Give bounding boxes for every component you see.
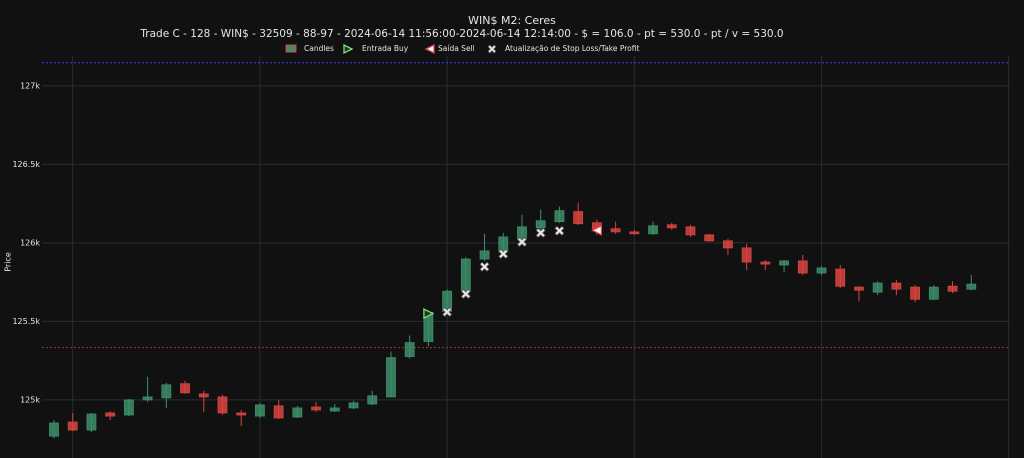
candle-body (928, 286, 939, 300)
candle-body (910, 286, 921, 300)
candle-body (460, 258, 471, 292)
y-tick-label: 127k (20, 81, 40, 90)
candle-body (872, 282, 883, 293)
candle-body (779, 260, 789, 266)
candle-body (255, 404, 265, 417)
candle-body (797, 260, 808, 274)
candle-body (479, 250, 490, 260)
candle-body (666, 224, 677, 229)
candle-body (142, 396, 153, 401)
candle-body (329, 407, 340, 412)
candle-body (891, 282, 902, 290)
candle-body (966, 283, 977, 290)
marker (498, 248, 509, 259)
candle-body (217, 396, 228, 414)
legend-label: Entrada Buy (362, 44, 409, 53)
candle-body (854, 286, 864, 291)
marker (590, 224, 603, 236)
candle-body (704, 234, 715, 242)
chart-subtitle: Trade C - 128 - WIN$ - 32509 - 88-97 - 2… (139, 28, 783, 40)
candle-body (311, 406, 321, 411)
candle-body (273, 405, 284, 419)
candle-body (535, 220, 546, 229)
legend-label: Saída Sell (438, 44, 475, 53)
marker (516, 236, 528, 247)
candle-body (610, 228, 621, 233)
legend-icon (285, 44, 297, 53)
candle-body (236, 412, 247, 416)
marker (554, 225, 565, 236)
y-tick-label: 126.5k (12, 160, 40, 169)
legend-icon (424, 43, 435, 55)
candle-body (741, 247, 752, 263)
candle-body (573, 211, 584, 225)
candle-body (198, 393, 209, 398)
candle-body (947, 285, 958, 292)
candle-body (648, 225, 658, 235)
legend-icon (487, 44, 497, 54)
legend-icon (343, 43, 354, 55)
candle-body (123, 399, 134, 416)
candle-body (554, 210, 565, 223)
candle-body (835, 268, 846, 287)
y-tick-label: 126k (20, 238, 40, 247)
chart-title: WIN$ M2: Ceres (468, 14, 556, 27)
marker (535, 227, 546, 238)
candle-body (292, 407, 303, 418)
candle-body (685, 226, 696, 236)
y-axis-label: Price (4, 252, 13, 272)
candle-body (404, 342, 415, 357)
legend-label: Candles (304, 44, 334, 53)
candle-body (760, 261, 771, 265)
candle-body (629, 231, 640, 235)
candle-body (180, 383, 190, 394)
marker (423, 307, 435, 320)
legend-label: Atualização de Stop Loss/Take Profit (505, 44, 639, 53)
candle-body (517, 226, 527, 240)
marker (442, 306, 453, 318)
candle-body (367, 395, 378, 405)
candle-body (86, 413, 97, 431)
candle-body (386, 357, 396, 398)
candle-body (348, 402, 359, 409)
y-tick-label: 125.5k (12, 317, 40, 326)
candle-body (49, 422, 59, 437)
y-tick-label: 125k (20, 395, 40, 404)
candle-body (105, 412, 116, 417)
candle-body (67, 421, 78, 431)
candle-body (161, 384, 172, 399)
candle-body (723, 240, 733, 249)
marker (460, 288, 471, 299)
candle-body (816, 267, 827, 274)
marker (479, 261, 490, 272)
